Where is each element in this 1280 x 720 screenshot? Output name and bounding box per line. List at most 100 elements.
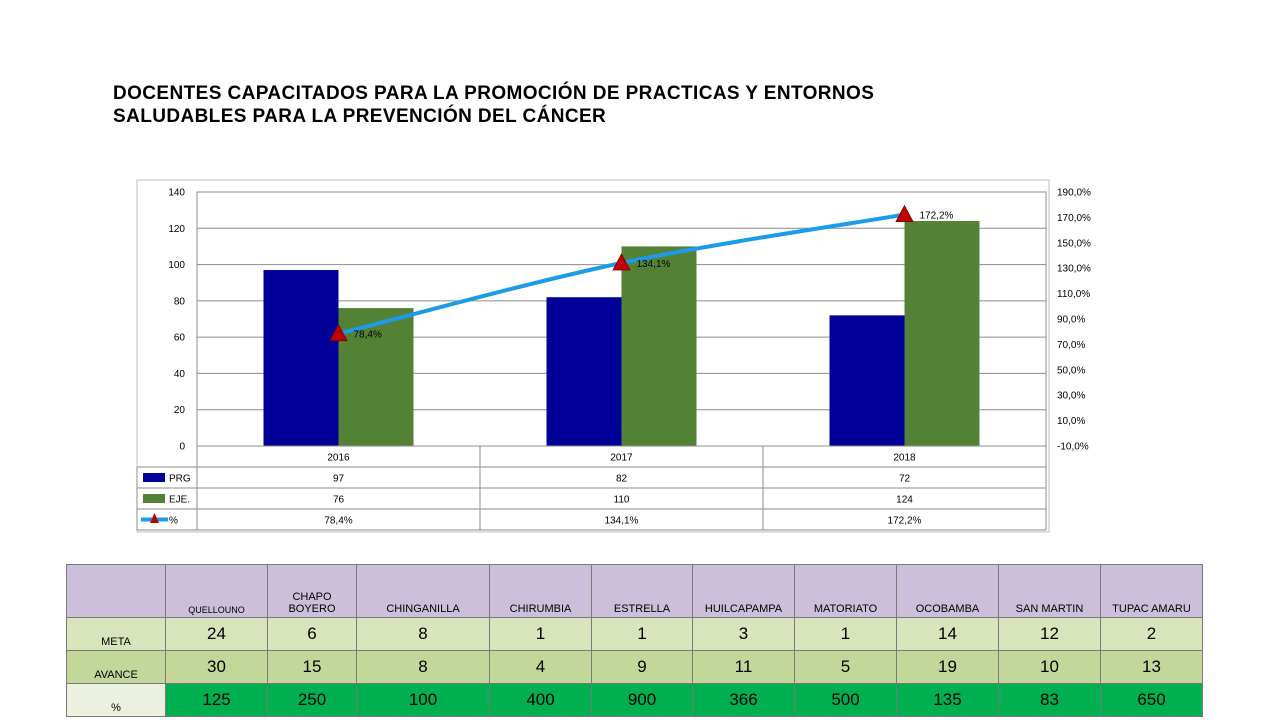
title-line-2: SALUDABLES PARA LA PREVENCIÓN DEL CÁNCER [113, 106, 607, 127]
table-cell: 9 [591, 650, 693, 684]
x-category-label: 2018 [893, 453, 916, 464]
percent-line: 78,4% 134,1% 172,2% [329, 204, 954, 342]
bars [263, 221, 980, 446]
column-header: TUPAC AMARU [1100, 564, 1203, 618]
column-header: CHIRUMBIA [489, 564, 592, 618]
table-cell: 100 [356, 683, 490, 717]
y-tick-label: 60 [174, 333, 186, 344]
table-cell: 6 [267, 617, 357, 651]
table-cell: 11 [692, 650, 795, 684]
y2-tick-label: 110,0% [1057, 289, 1090, 300]
table-cell: 83 [998, 683, 1101, 717]
table-cell: 1 [794, 617, 897, 651]
table-cell: 8 [356, 650, 490, 684]
column-header: SAN MARTIN [998, 564, 1101, 618]
y-tick-label: 20 [174, 405, 186, 416]
table-cell: 125 [165, 683, 268, 717]
table-cell: 4 [489, 650, 592, 684]
table-corner-cell [66, 564, 166, 618]
legend-key-prg [143, 473, 165, 482]
y-tick-label: 80 [174, 296, 186, 307]
table-value: 76 [333, 495, 345, 506]
table-row: META 24 6 8 1 1 3 1 14 12 2 [66, 617, 1203, 651]
y2-tick-label: 90,0% [1057, 315, 1085, 326]
table-cell: 8 [356, 617, 490, 651]
x-category-label: 2016 [327, 453, 350, 464]
percent-data-label: 134,1% [637, 259, 671, 270]
y-tick-label: 0 [179, 442, 185, 453]
table-cell: 12 [998, 617, 1101, 651]
table-cell: 900 [591, 683, 693, 717]
percent-marker [612, 253, 631, 271]
y2-tick-label: 170,0% [1057, 213, 1091, 224]
bar-prg [263, 270, 339, 446]
table-cell: 5 [794, 650, 897, 684]
y2-tick-label: 10,0% [1057, 416, 1085, 427]
y2-tick-label: -10,0% [1057, 442, 1089, 453]
table-value: 124 [896, 495, 913, 506]
table-value: 110 [614, 495, 630, 506]
table-cell: 135 [896, 683, 999, 717]
table-value: 78,4% [324, 516, 352, 527]
bar-eje [904, 221, 980, 446]
percent-data-label: 78,4% [354, 330, 382, 341]
table-value: 172,2% [888, 516, 922, 527]
table-cell: 250 [267, 683, 357, 717]
table-row: % 125 250 100 400 900 366 500 135 83 650 [66, 683, 1203, 717]
table-value: 97 [333, 474, 345, 485]
table-cell: 2 [1100, 617, 1203, 651]
y-tick-label: 140 [168, 188, 185, 199]
percent-marker [895, 204, 914, 223]
table-value: 134,1% [605, 516, 639, 527]
table-cell: 24 [165, 617, 268, 651]
table-cell: 13 [1100, 650, 1203, 684]
column-header: CHINGANILLA [356, 564, 490, 618]
table-row: AVANCE 30 15 8 4 9 11 5 19 10 13 [66, 650, 1203, 684]
percent-marker [329, 323, 348, 342]
legend-label: % [169, 516, 178, 527]
axes: 0 20 40 60 80 100 120 140 -10,0% 10,0% 30,0% 50,0% 7… [168, 188, 1091, 453]
y2-tick-label: 150,0% [1057, 238, 1091, 249]
column-header: MATORIATO [794, 564, 897, 618]
bar-prg [829, 315, 905, 446]
table-value: 72 [899, 474, 911, 485]
bar-eje [621, 246, 697, 446]
y2-tick-label: 70,0% [1057, 340, 1085, 351]
row-label: META [66, 617, 166, 651]
y2-tick-label: 190,0% [1057, 188, 1091, 199]
title-line-1: DOCENTES CAPACITADOS PARA LA PROMOCIÓN D… [113, 83, 875, 104]
table-header-row: QUELLOUNO CHAPO BOYERO CHINGANILLA CHIRU… [66, 564, 1203, 618]
y2-tick-label: 50,0% [1057, 365, 1085, 376]
column-header: CHAPO BOYERO [267, 564, 357, 618]
table-cell: 366 [692, 683, 795, 717]
column-header: OCOBAMBA [896, 564, 999, 618]
table-cell: 400 [489, 683, 592, 717]
table-cell: 1 [591, 617, 693, 651]
chart-data-table: 2016 2017 2018 PRG 97 82 72 EJE. 76 110 124% 78,4% 1… [136, 445, 1047, 531]
y2-tick-label: 30,0% [1057, 391, 1085, 402]
table-cell: 500 [794, 683, 897, 717]
table-value: 82 [616, 474, 628, 485]
legend-key-eje [143, 494, 165, 503]
y-tick-label: 120 [168, 224, 185, 235]
table-cell: 1 [489, 617, 592, 651]
y-tick-label: 100 [168, 260, 185, 271]
legend-label: PRG [169, 474, 191, 485]
table-cell: 30 [165, 650, 268, 684]
table-cell: 3 [692, 617, 795, 651]
page-title: DOCENTES CAPACITADOS PARA LA PROMOCIÓN D… [113, 82, 1033, 128]
table-cell: 650 [1100, 683, 1203, 717]
x-category-label: 2017 [610, 453, 633, 464]
table-cell: 14 [896, 617, 999, 651]
column-header: HUILCAPAMPA [692, 564, 795, 618]
y2-tick-label: 130,0% [1057, 264, 1091, 275]
legend-key-marker [150, 513, 159, 523]
legend-label: EJE. [169, 495, 190, 506]
table-cell: 19 [896, 650, 999, 684]
row-label: % [66, 683, 166, 717]
bar-prg [546, 297, 622, 446]
percent-data-label: 172,2% [920, 211, 954, 222]
combo-chart: 78,4% 134,1% 172,2% 0 20 40 60 80 100 120 140 -10,… [136, 179, 1091, 533]
column-header: QUELLOUNO [165, 564, 268, 618]
district-table: QUELLOUNO CHAPO BOYERO CHINGANILLA CHIRU… [66, 564, 1203, 717]
